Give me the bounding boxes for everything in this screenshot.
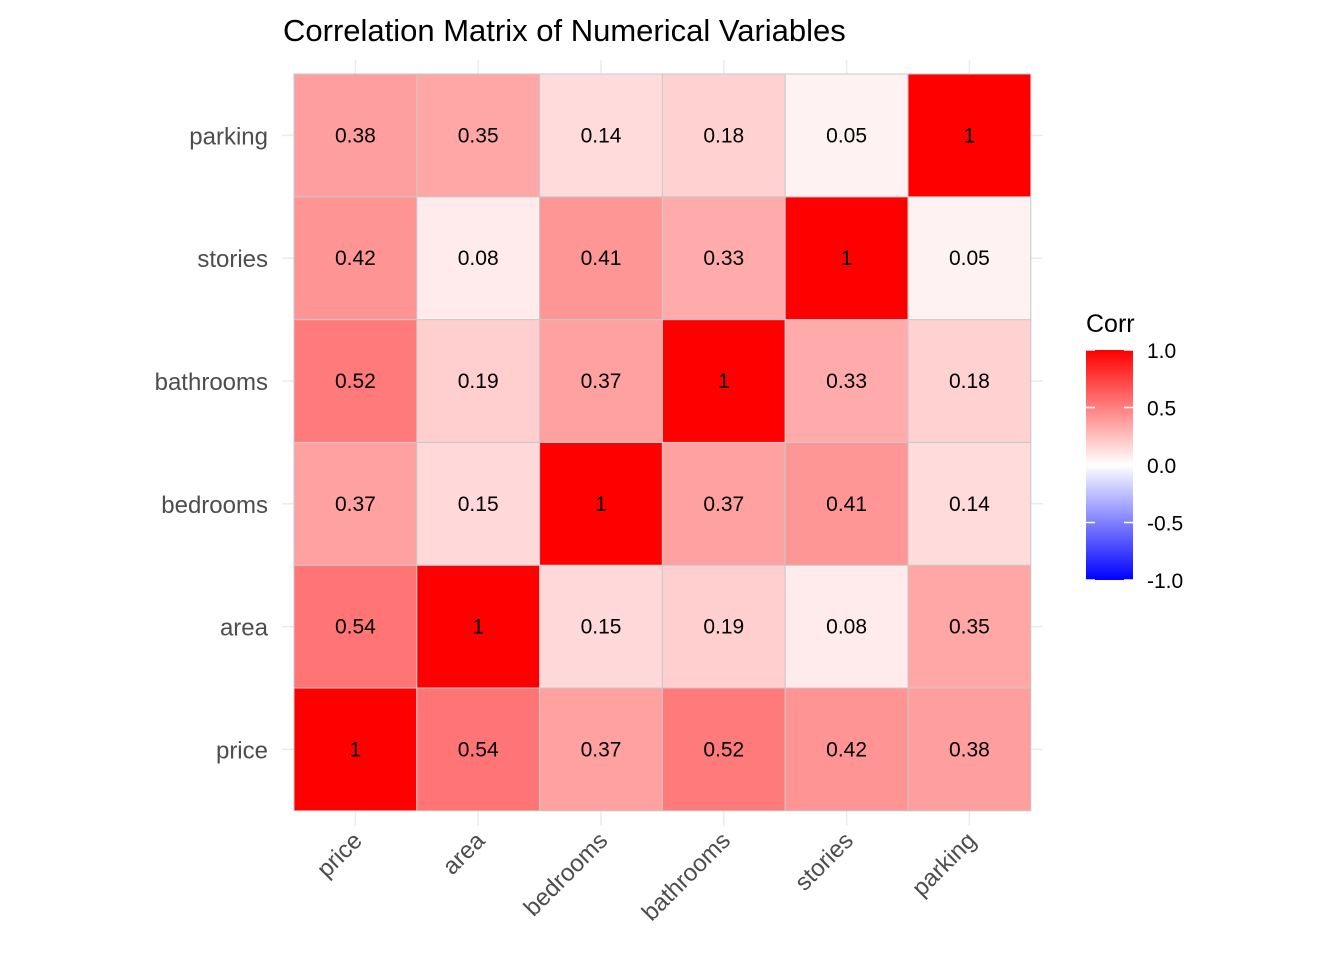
cell-value-bathrooms-bedrooms: 0.37: [581, 370, 622, 393]
heatmap-cell-area-area: [416, 564, 541, 689]
heatmap-cell-price-parking: [907, 687, 1032, 812]
cell-value-price-price: 1: [350, 738, 362, 761]
heatmap-cell-parking-stories: [784, 73, 909, 198]
y-tick-label-stories: stories: [197, 246, 268, 273]
heatmap-cell-bathrooms-bathrooms: [661, 319, 786, 443]
cell-value-stories-stories: 1: [841, 247, 853, 270]
cell-value-area-stories: 0.08: [826, 616, 867, 639]
cell-value-bedrooms-stories: 0.41: [826, 493, 867, 516]
x-tick-label-bathrooms: bathrooms: [637, 827, 736, 926]
heatmap-cell-stories-stories: [784, 196, 909, 321]
heatmap-cell-bathrooms-stories: [784, 319, 909, 443]
cell-value-stories-bedrooms: 0.41: [581, 247, 622, 270]
cell-value-bathrooms-parking: 0.18: [949, 370, 990, 393]
heatmap-cell-bedrooms-area: [416, 441, 541, 566]
cell-value-area-parking: 0.35: [949, 616, 990, 639]
cell-value-bathrooms-price: 0.52: [335, 370, 376, 393]
cell-value-bathrooms-stories: 0.33: [826, 370, 867, 393]
x-tick-label-stories: stories: [790, 827, 859, 896]
chart-title: Correlation Matrix of Numerical Variable…: [283, 13, 846, 48]
heatmap-cell-bathrooms-bedrooms: [539, 319, 663, 443]
legend: Corr 1.0 0.5 0.0 -0.5 -1.0: [1086, 310, 1183, 593]
cell-value-area-price: 0.54: [335, 616, 376, 639]
y-tick-label-area: area: [220, 615, 269, 642]
heatmap-cell-parking-area: [416, 73, 541, 198]
y-tick-label-bathrooms: bathrooms: [155, 369, 268, 396]
heatmap-cell-bathrooms-parking: [907, 319, 1032, 443]
heatmap-cell-price-stories: [784, 687, 909, 812]
cell-value-parking-stories: 0.05: [826, 124, 867, 147]
legend-label: -1.0: [1147, 570, 1183, 593]
cell-value-parking-parking: 1: [964, 124, 976, 147]
cell-value-price-parking: 0.38: [949, 738, 990, 761]
heatmap-cell-stories-parking: [907, 196, 1032, 321]
cell-value-price-bathrooms: 0.52: [703, 738, 744, 761]
cell-value-bathrooms-bathrooms: 1: [718, 370, 730, 393]
heatmap-cell-bedrooms-bathrooms: [661, 441, 786, 566]
cell-value-bathrooms-area: 0.19: [458, 370, 499, 393]
cell-value-bedrooms-bedrooms: 1: [595, 493, 607, 516]
cell-value-labels: 1 0.54 0.37 0.52 0.42 0.38 0.54 1 0.15 0.19 0.08 0.…: [335, 124, 990, 761]
y-tick-label-price: price: [216, 737, 268, 764]
heatmap-cells: [293, 73, 1032, 812]
legend-label: 0.5: [1147, 398, 1176, 421]
cell-value-price-bedrooms: 0.37: [581, 738, 622, 761]
heatmap-cell-area-price: [293, 564, 418, 689]
heatmap-cell-bedrooms-bedrooms: [539, 441, 663, 566]
legend-label: -0.5: [1147, 513, 1183, 536]
legend-label: 1.0: [1147, 340, 1176, 363]
cell-value-area-bathrooms: 0.19: [703, 616, 744, 639]
x-tick-label-price: price: [312, 827, 368, 883]
heatmap-cell-parking-bedrooms: [539, 73, 663, 198]
cell-value-bedrooms-parking: 0.14: [949, 493, 990, 516]
heatmap-cell-bedrooms-price: [293, 441, 418, 566]
heatmap-cell-area-stories: [784, 564, 909, 689]
cell-value-area-bedrooms: 0.15: [581, 616, 622, 639]
x-tick-label-area: area: [437, 827, 491, 881]
legend-title: Corr: [1086, 310, 1135, 338]
cell-value-bedrooms-area: 0.15: [458, 493, 499, 516]
heatmap-cell-stories-bedrooms: [539, 196, 663, 321]
cell-value-bedrooms-price: 0.37: [335, 493, 376, 516]
y-tick-label-parking: parking: [189, 123, 268, 150]
cell-value-parking-price: 0.38: [335, 124, 376, 147]
x-tick-label-bedrooms: bedrooms: [519, 827, 614, 922]
cell-value-stories-price: 0.42: [335, 247, 376, 270]
heatmap-cell-bedrooms-parking: [907, 441, 1032, 566]
heatmap-cell-parking-parking: [907, 73, 1032, 198]
heatmap-cell-bedrooms-stories: [784, 441, 909, 566]
heatmap-cell-stories-area: [416, 196, 541, 321]
heatmap-cell-bathrooms-price: [293, 319, 418, 443]
cell-value-parking-bedrooms: 0.14: [581, 124, 622, 147]
heatmap-cell-price-area: [416, 687, 541, 812]
cell-value-area-area: 1: [472, 616, 484, 639]
heatmap-cell-bathrooms-area: [416, 319, 541, 443]
cell-value-parking-bathrooms: 0.18: [703, 124, 744, 147]
cell-value-price-stories: 0.42: [826, 738, 867, 761]
heatmap-cell-area-bathrooms: [661, 564, 786, 689]
cell-value-price-area: 0.54: [458, 738, 499, 761]
cell-value-bedrooms-bathrooms: 0.37: [703, 493, 744, 516]
y-tick-label-bedrooms: bedrooms: [161, 492, 268, 519]
x-tick-label-parking: parking: [907, 827, 982, 902]
heatmap-cell-price-price: [293, 687, 418, 812]
cell-value-stories-parking: 0.05: [949, 247, 990, 270]
heatmap-cell-area-parking: [907, 564, 1032, 689]
cell-value-stories-area: 0.08: [458, 247, 499, 270]
heatmap-cell-parking-price: [293, 73, 418, 198]
cell-value-parking-area: 0.35: [458, 124, 499, 147]
cell-value-stories-bathrooms: 0.33: [703, 247, 744, 270]
legend-label: 0.0: [1147, 455, 1176, 478]
